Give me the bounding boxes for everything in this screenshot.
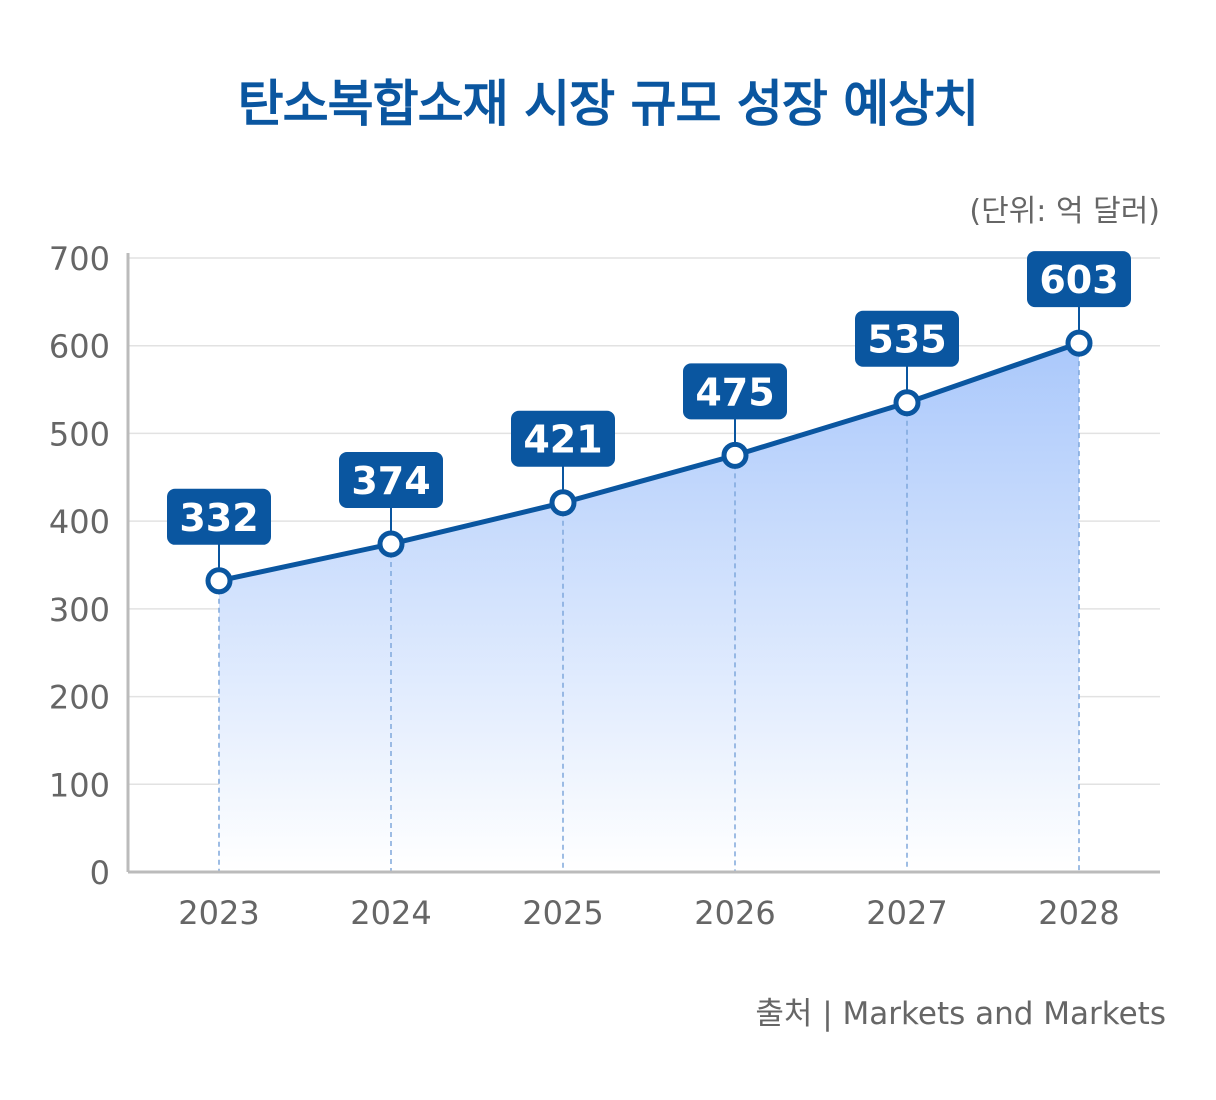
y-tick-label: 700: [49, 240, 110, 278]
y-tick-label: 0: [90, 854, 110, 892]
data-point: [721, 441, 749, 469]
data-label: 374: [351, 459, 430, 503]
x-tick-label: 2027: [866, 894, 947, 932]
series-line: [218, 340, 1080, 584]
data-label-box: [1027, 251, 1131, 308]
x-tick-label: 2024: [350, 894, 431, 932]
data-label-box: [339, 451, 443, 508]
y-tick-label: 400: [49, 503, 110, 541]
y-tick-label: 500: [49, 415, 110, 453]
data-label-box: [683, 363, 787, 420]
x-tick-label: 2026: [694, 894, 775, 932]
data-label-box: [855, 310, 959, 367]
chart-title: 탄소복합소재 시장 규모 성장 예상치: [237, 75, 980, 133]
data-point: [205, 567, 233, 595]
x-tick-label: 2028: [1038, 894, 1119, 932]
data-label: 421: [523, 418, 602, 462]
data-label: 535: [867, 318, 946, 362]
data-point: [377, 530, 405, 558]
area-fill: [219, 343, 1079, 872]
y-tick-label: 300: [49, 591, 110, 629]
y-tick-label: 100: [49, 766, 110, 804]
data-label: 475: [695, 370, 774, 414]
unit-label: (단위: 억 달러): [969, 194, 1160, 229]
data-label-box: [511, 410, 615, 467]
data-label-box: [167, 488, 271, 545]
x-tick-label: 2023: [178, 894, 259, 932]
source-label: 출처 | Markets and Markets: [755, 996, 1166, 1032]
data-point: [893, 389, 921, 417]
y-tick-label: 200: [49, 679, 110, 717]
y-tick-label: 600: [49, 328, 110, 366]
x-tick-label: 2025: [522, 894, 603, 932]
data-label: 332: [179, 496, 258, 540]
data-point: [1065, 329, 1093, 357]
data-point: [549, 489, 577, 517]
data-label: 603: [1039, 258, 1118, 302]
